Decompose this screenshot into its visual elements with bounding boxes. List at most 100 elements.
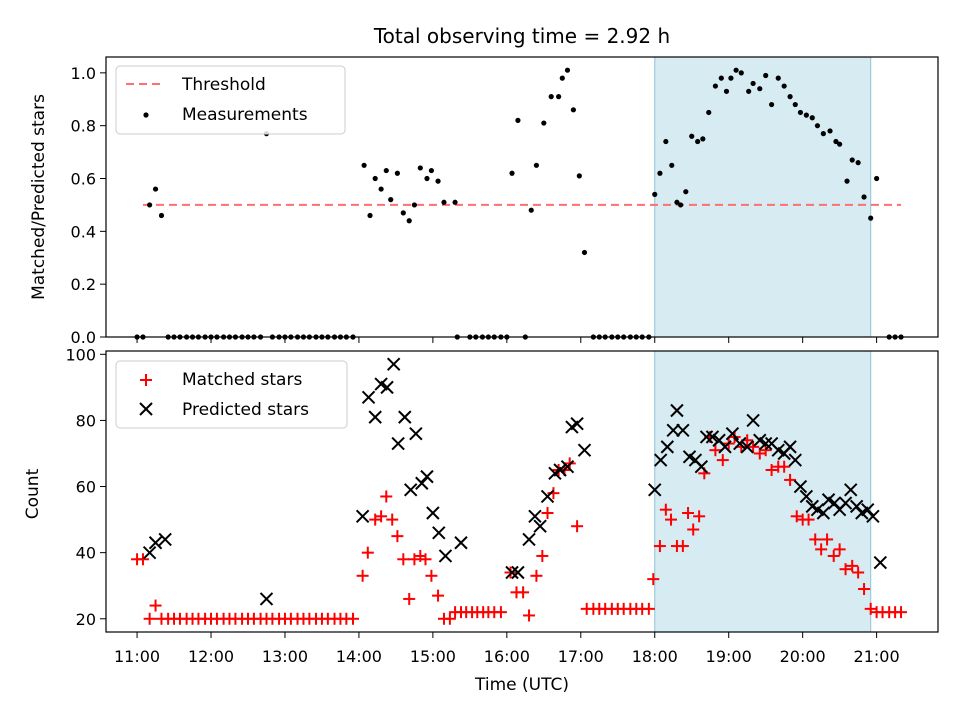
predicted-star-marker-b	[676, 423, 690, 438]
measurement-point	[750, 80, 756, 87]
measurement-point	[361, 162, 367, 168]
predicted-star-point	[793, 479, 808, 494]
matched-star-point	[386, 513, 399, 526]
measurement-point	[576, 173, 582, 179]
bottom-x-ticks: 11:00 12:00 13:00 14:00 15:00 16:00 17:00 18:00…	[114, 632, 900, 666]
matched-star-point	[504, 566, 517, 579]
top-y-ticks: 0.0 0.2 0.4 0.6 0.8 1.0	[71, 64, 106, 347]
predicted-star-point	[420, 469, 434, 484]
predicted-star-marker-b	[699, 430, 714, 444]
matched-star-point	[391, 530, 404, 543]
measurement-point	[689, 133, 695, 139]
predicted-star-point	[725, 426, 740, 441]
measurement-point	[394, 170, 400, 176]
predicted-star-point	[570, 417, 584, 431]
predicted-star-marker-b	[403, 483, 418, 497]
bottom-x-tick-label: 20:00	[780, 647, 826, 666]
predicted-star-marker-b	[788, 453, 802, 467]
top-legend: Threshold Measurements	[115, 65, 346, 135]
measurement-point	[388, 197, 394, 203]
predicted-star-point	[528, 509, 542, 524]
predicted-star-marker-b	[810, 502, 825, 517]
matched-stars-points	[131, 430, 908, 625]
measurement-point	[797, 109, 804, 116]
measurement-point	[833, 138, 839, 145]
predicted-star-point	[142, 545, 157, 560]
predicted-star-marker-b	[733, 436, 747, 451]
measurement-point	[678, 202, 684, 208]
predicted-star-point	[403, 483, 418, 497]
predicted-star-point	[699, 430, 714, 444]
measurement-point	[581, 249, 588, 256]
predicted-star-marker-b	[849, 499, 864, 514]
measurement-point	[383, 167, 389, 174]
measurement-point	[528, 207, 534, 213]
matched-star-point	[653, 540, 666, 553]
predicted-star-marker-b	[409, 426, 423, 441]
predicted-star-marker-b	[528, 509, 542, 524]
predicted-star-marker-b	[758, 436, 773, 451]
matched-star-point	[839, 563, 852, 576]
measurements-legend-label: Measurements	[182, 105, 308, 125]
predicted-star-marker-b	[505, 565, 519, 580]
bottom-axes-frame	[105, 350, 939, 633]
top-legend-box	[115, 65, 346, 135]
matched-star-point	[827, 549, 840, 562]
bottom-x-axis-label: Time (UTC)	[474, 675, 569, 695]
bottom-y-tick-label: 20	[76, 610, 96, 629]
predicted-star-marker-b	[799, 489, 814, 504]
predicted-stars-legend-label: Predicted stars	[182, 400, 309, 420]
predicted-star-point	[415, 476, 429, 490]
matched-star-point	[425, 569, 438, 582]
predicted-star-marker-b	[816, 506, 831, 520]
predicted-star-marker-b	[361, 390, 376, 404]
predicted-star-marker-b	[861, 502, 875, 517]
top-y-axis-label: Matched/Predicted stars	[29, 94, 49, 300]
predicted-star-point	[560, 459, 575, 474]
measurement-point	[564, 67, 571, 73]
predicted-star-point	[505, 565, 519, 580]
predicted-star-point	[259, 592, 274, 606]
predicted-star-marker-b	[873, 555, 888, 570]
predicted-star-marker-b	[142, 545, 157, 560]
measurement-point	[746, 88, 752, 94]
predicted-star-point	[158, 532, 172, 547]
predicted-star-marker-b	[355, 509, 370, 524]
measurement-point	[837, 141, 843, 147]
matched-star-point	[530, 569, 543, 582]
bottom-y-tick-label: 80	[76, 411, 96, 430]
measurement-point	[147, 202, 153, 208]
bottom-x-tick-label: 12:00	[188, 647, 234, 666]
measurement-point	[803, 112, 809, 118]
threshold-legend-label: Threshold	[181, 75, 266, 95]
measurement-point	[657, 170, 663, 176]
measurement-point	[849, 157, 855, 163]
measurement-point	[515, 117, 521, 123]
measurement-point	[158, 212, 165, 219]
predicted-star-marker-b	[432, 526, 446, 540]
predicted-star-marker-b	[454, 536, 468, 550]
predicted-star-marker-b	[374, 377, 388, 391]
matched-stars-legend-marker	[140, 374, 152, 386]
top-x-ticks	[136, 337, 878, 343]
predicted-star-point	[577, 443, 592, 457]
measurement-point	[548, 94, 554, 100]
predicted-star-point	[653, 453, 668, 467]
predicted-star-point	[148, 536, 163, 550]
matched-star-point	[687, 523, 700, 536]
predicted-star-marker-b	[688, 453, 703, 467]
matched-star-point	[784, 473, 797, 486]
predicted-star-point	[540, 489, 555, 504]
predicted-star-point	[361, 390, 376, 404]
predicted-star-marker-b	[560, 459, 575, 474]
top-shaded-interval	[654, 56, 872, 338]
bottom-legend-box	[115, 360, 348, 429]
predicted-star-point	[438, 549, 453, 563]
predicted-star-point	[391, 436, 405, 451]
measurement-point	[757, 86, 763, 92]
predicted-star-marker-b	[753, 433, 767, 447]
measurement-point	[533, 162, 540, 168]
matched-star-point	[833, 543, 846, 556]
matched-star-point	[765, 464, 778, 477]
measurement-point	[728, 75, 734, 81]
